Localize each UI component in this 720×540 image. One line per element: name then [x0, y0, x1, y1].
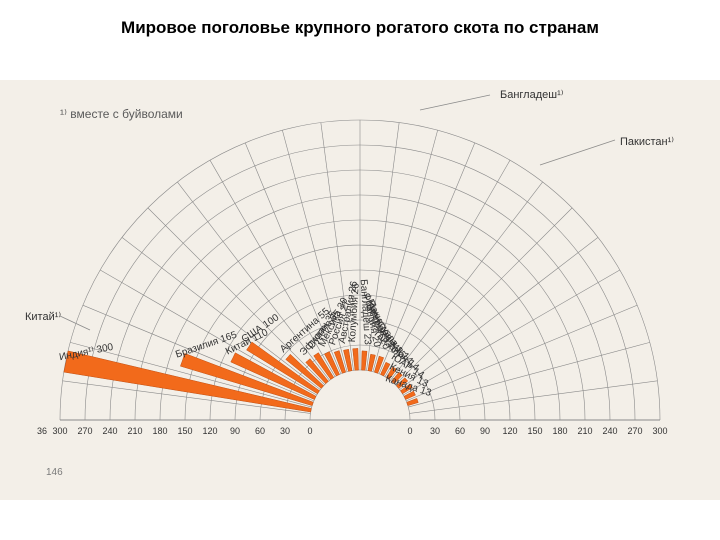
axis-tick: 180 [152, 426, 167, 436]
axis-tick: 0 [307, 426, 312, 436]
axis-tick: 240 [602, 426, 617, 436]
axis-tick: 30 [430, 426, 440, 436]
axis-tick: 30 [280, 426, 290, 436]
axis-end: 36 [37, 426, 47, 436]
axis-tick: 60 [255, 426, 265, 436]
page-fragment: 146 [46, 467, 63, 478]
callout: Китай¹⁾ [25, 311, 61, 323]
footnote: ¹⁾ вместе с буйволами [60, 107, 183, 121]
axis-tick: 90 [480, 426, 490, 436]
axis-tick: 120 [202, 426, 217, 436]
axis-tick: 90 [230, 426, 240, 436]
axis-tick: 210 [127, 426, 142, 436]
polar-chart: Индия¹⁾ 300Бразилия 165Китай 110США 100А… [0, 80, 720, 540]
axis-tick: 60 [455, 426, 465, 436]
callout: Бангладеш¹⁾ [500, 89, 564, 101]
axis-tick: 120 [502, 426, 517, 436]
axis-tick: 270 [627, 426, 642, 436]
axis-tick: 210 [577, 426, 592, 436]
page-title: Мировое поголовье крупного рогатого скот… [0, 0, 720, 38]
axis-tick: 300 [52, 426, 67, 436]
axis-tick: 0 [407, 426, 412, 436]
callout: Пакистан¹⁾ [620, 136, 674, 148]
axis-tick: 270 [77, 426, 92, 436]
axis-tick: 240 [102, 426, 117, 436]
axis-tick: 300 [652, 426, 667, 436]
axis-tick: 180 [552, 426, 567, 436]
axis-tick: 150 [177, 426, 192, 436]
axis-tick: 150 [527, 426, 542, 436]
